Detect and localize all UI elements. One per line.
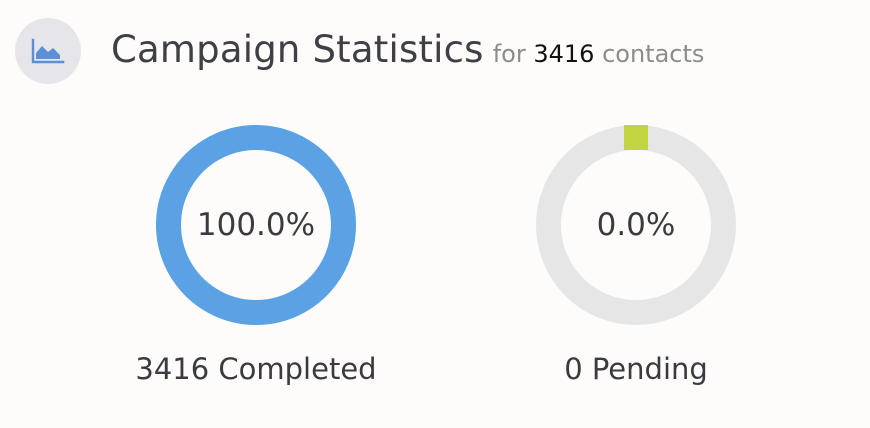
- completed-ring-fill: [156, 125, 356, 325]
- contact-count: 3416: [533, 40, 595, 68]
- completed-stat: 100.0% 3416 Completed: [126, 125, 386, 386]
- pending-ring-chart: [536, 125, 736, 325]
- area-chart-icon: [15, 18, 81, 84]
- page-title: Campaign Statistics: [111, 28, 484, 71]
- pending-ring-marker: [624, 125, 648, 150]
- contacts-subtitle: for 3416 contacts: [493, 40, 705, 68]
- completed-label: 3416 Completed: [135, 352, 377, 386]
- completed-ring-chart: [156, 125, 356, 325]
- subtitle-suffix: contacts: [602, 40, 705, 68]
- completed-percent: 100.0%: [196, 207, 316, 243]
- subtitle-prefix: for: [492, 40, 526, 68]
- pending-percent: 0.0%: [596, 207, 676, 243]
- header: Campaign Statistics for 3416 contacts: [111, 28, 704, 71]
- pending-ring: 0.0%: [536, 125, 736, 325]
- completed-ring: 100.0%: [156, 125, 356, 325]
- pending-stat: 0.0% 0 Pending: [506, 125, 766, 386]
- pending-label: 0 Pending: [564, 352, 708, 386]
